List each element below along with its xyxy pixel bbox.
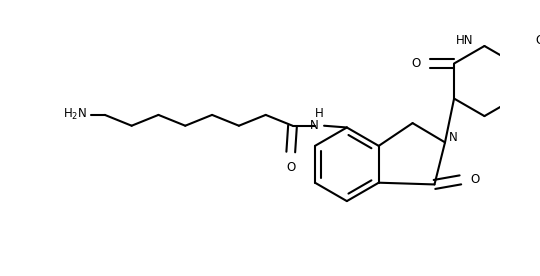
Text: O: O bbox=[470, 173, 480, 186]
Text: O: O bbox=[536, 34, 540, 47]
Text: H$_2$N: H$_2$N bbox=[63, 107, 87, 123]
Text: O: O bbox=[411, 57, 421, 70]
Text: N: N bbox=[449, 131, 457, 144]
Text: H: H bbox=[314, 107, 323, 120]
Text: HN: HN bbox=[456, 34, 473, 47]
Text: N: N bbox=[310, 119, 319, 132]
Text: O: O bbox=[286, 161, 295, 174]
